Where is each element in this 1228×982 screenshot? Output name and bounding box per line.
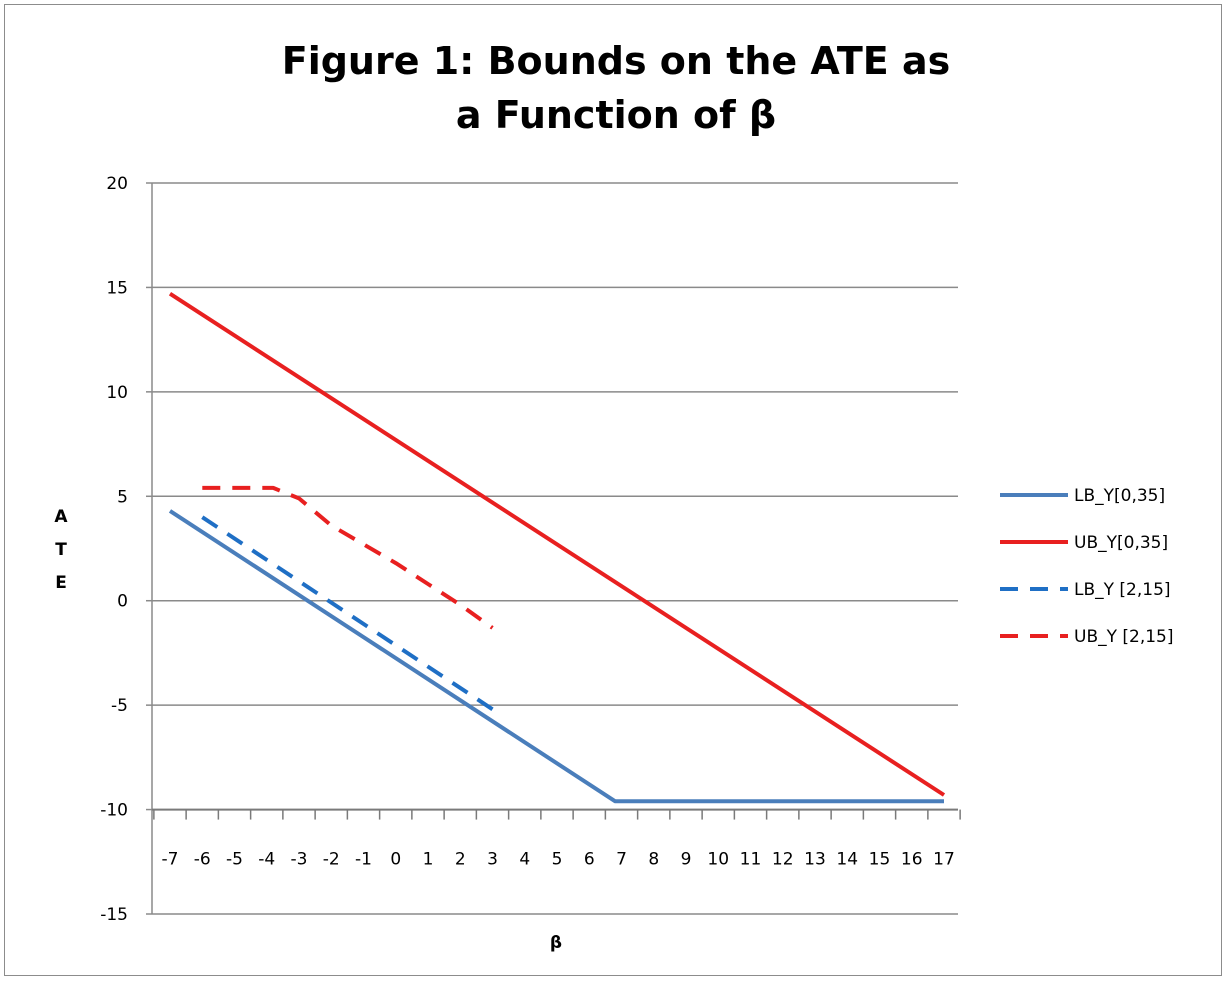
x-tick-label: 9 bbox=[681, 850, 692, 870]
y-tick-label: 20 bbox=[106, 174, 128, 194]
x-tick-label: 4 bbox=[519, 850, 530, 870]
y-tick-label: 0 bbox=[117, 592, 128, 612]
x-tick-label: 6 bbox=[584, 850, 595, 870]
y-axis-title-char: A bbox=[54, 507, 68, 527]
y-tick-label: 5 bbox=[117, 487, 128, 507]
legend-label-2: UB_Y[0,35] bbox=[1074, 533, 1168, 553]
x-tick-label: -7 bbox=[162, 850, 179, 870]
x-tick-label: 17 bbox=[933, 850, 955, 870]
x-tick-label: -2 bbox=[323, 850, 340, 870]
y-tick-label: 15 bbox=[106, 278, 128, 298]
x-tick-label: 0 bbox=[390, 850, 401, 870]
x-tick-label: -1 bbox=[355, 850, 372, 870]
gridlines bbox=[152, 182, 958, 915]
chart-frame bbox=[4, 4, 1222, 976]
y-tick-label: -10 bbox=[100, 801, 128, 821]
x-tick-label: 11 bbox=[740, 850, 762, 870]
y-tick-label: 10 bbox=[106, 383, 128, 403]
x-tick-label: 13 bbox=[804, 850, 826, 870]
x-tick-label: -5 bbox=[226, 850, 243, 870]
series-line-2 bbox=[168, 292, 946, 797]
x-tick-label: 8 bbox=[648, 850, 659, 870]
x-tick-label: -3 bbox=[291, 850, 308, 870]
x-tick-label: 14 bbox=[836, 850, 858, 870]
x-axis-title: β bbox=[550, 933, 562, 953]
chart-title: Figure 1: Bounds on the ATE as a Functio… bbox=[0, 34, 1228, 142]
x-tick-label: 2 bbox=[455, 850, 466, 870]
series-line-1 bbox=[168, 509, 944, 804]
series-line-3 bbox=[201, 515, 494, 711]
legend-label-4: UB_Y [2,15] bbox=[1074, 627, 1174, 647]
x-tick-label: 10 bbox=[707, 850, 729, 870]
x-tick-label: 5 bbox=[552, 850, 563, 870]
chart-title-line-2: a Function of β bbox=[455, 93, 777, 137]
x-tick-label: -4 bbox=[258, 850, 275, 870]
legend-label-3: LB_Y [2,15] bbox=[1074, 580, 1171, 600]
legend-label-1: LB_Y[0,35] bbox=[1074, 486, 1165, 506]
y-tick-label: -15 bbox=[100, 905, 128, 925]
x-tick-label: 16 bbox=[901, 850, 923, 870]
y-tick-label: -5 bbox=[111, 696, 128, 716]
y-axis-title-char: E bbox=[55, 573, 67, 593]
x-tick-label: 12 bbox=[772, 850, 794, 870]
axis-titles: β ATE bbox=[54, 507, 562, 953]
x-tick-label: 7 bbox=[616, 850, 627, 870]
series-lines bbox=[168, 292, 946, 804]
x-tick-label: 15 bbox=[869, 850, 891, 870]
chart-title-line-1: Figure 1: Bounds on the ATE as bbox=[281, 39, 951, 83]
series-line-4 bbox=[202, 485, 494, 630]
axes bbox=[146, 182, 961, 915]
legend: LB_Y[0,35] UB_Y[0,35] LB_Y [2,15] UB_Y [2,1… bbox=[1000, 486, 1174, 647]
y-axis-title-char: T bbox=[55, 540, 67, 560]
x-tick-label: 3 bbox=[487, 850, 498, 870]
x-tick-label: -6 bbox=[194, 850, 211, 870]
x-tick-label: 1 bbox=[423, 850, 434, 870]
